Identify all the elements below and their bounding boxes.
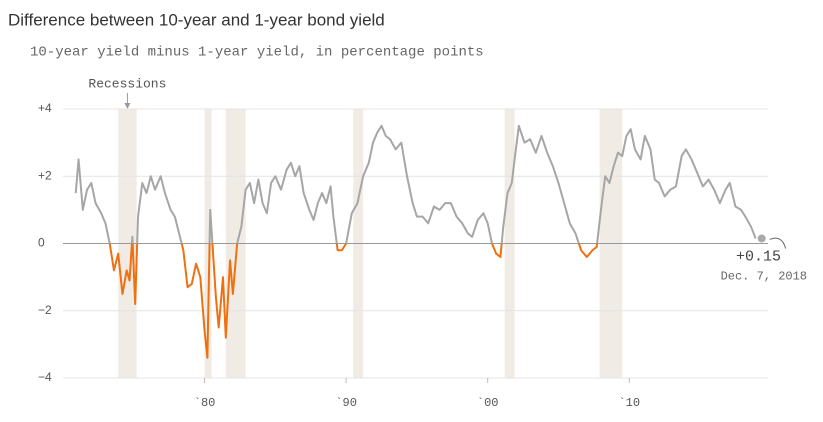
y-tick-label: +2 (38, 168, 52, 182)
y-tick-label: 0 (38, 236, 45, 250)
x-tick-label: `80 (194, 396, 216, 410)
recession-label: Recessions (88, 76, 166, 91)
x-tick-label: `00 (477, 396, 499, 410)
chart-subtitle: 10-year yield minus 1-year yield, in per… (30, 45, 484, 61)
x-tick-label: `10 (618, 396, 640, 410)
y-tick-label: +4 (38, 101, 52, 115)
y-tick-label: −2 (38, 303, 52, 317)
line-positive (74, 124, 757, 244)
end-dot (757, 234, 766, 243)
end-date-label: Dec. 7, 2018 (721, 270, 807, 284)
x-tick-label: `90 (335, 396, 357, 410)
chart-title: Difference between 10-year and 1-year bo… (8, 10, 385, 29)
y-tick-label: −4 (38, 370, 52, 384)
end-value-label: +0.15 (736, 248, 781, 265)
line-negative (108, 243, 599, 359)
recession-arrowhead (124, 103, 131, 109)
end-arrow (769, 237, 787, 249)
